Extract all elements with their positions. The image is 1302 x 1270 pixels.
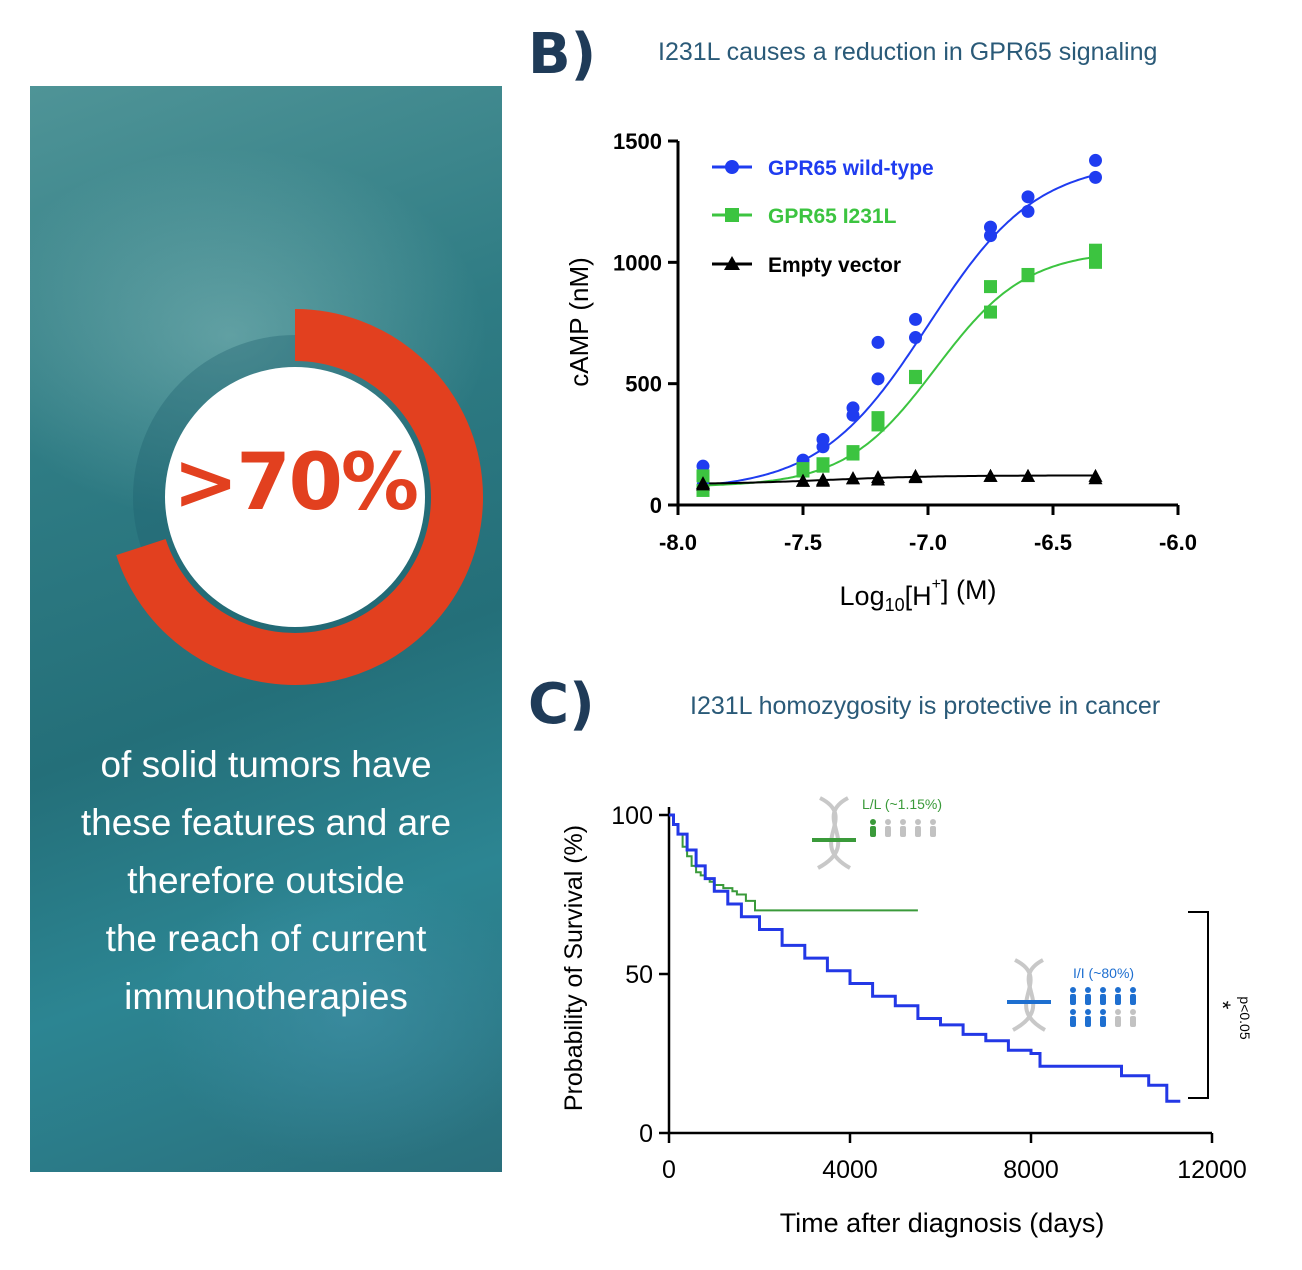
x-tick-label: -6.0 (1159, 530, 1197, 555)
x-tick-label: -7.0 (909, 530, 947, 555)
data-point (1089, 154, 1102, 167)
x-label-part: + (932, 576, 941, 593)
y-tick-label: 0 (650, 493, 662, 518)
data-point (1089, 171, 1102, 184)
chart-b-x-axis-label: Log10[H+] (M) (840, 575, 997, 615)
data-point (872, 372, 885, 385)
x-label-part: 10 (885, 595, 905, 615)
data-point (909, 331, 922, 344)
data-point (1089, 256, 1102, 269)
x-label-part: [H (905, 581, 932, 611)
legend-marker (725, 208, 739, 222)
legend-label: Empty vector (768, 254, 901, 277)
chart-b-legend: GPR65 wild-type GPR65 I231L Empty vector (712, 157, 934, 277)
x-tick-label: -6.5 (1034, 530, 1072, 555)
data-point (909, 313, 922, 326)
data-point (1022, 269, 1035, 282)
data-point (847, 409, 860, 422)
x-tick-label: -7.5 (784, 530, 822, 555)
chart-b-curves (703, 176, 1093, 486)
y-tick-label: 500 (625, 372, 662, 397)
data-point (984, 306, 997, 319)
x-label-part: Log (840, 581, 885, 611)
data-point (847, 448, 860, 461)
x-tick-label: -8.0 (659, 530, 697, 555)
data-point (909, 371, 922, 384)
data-point (817, 440, 830, 453)
chart-b-y-axis-label: cAMP (nM) (564, 257, 594, 387)
y-tick-label: 1500 (613, 129, 662, 154)
chart-b-points (696, 154, 1103, 497)
data-point (872, 418, 885, 431)
data-point (1022, 205, 1035, 218)
x-label-part: ] (M) (941, 575, 996, 605)
dose-response-chart: -8.0 -7.5 -7.0 -6.5 -6.0 0 500 1000 1500 GPR65 w… (0, 0, 1302, 1270)
data-point (984, 280, 997, 293)
data-point (1089, 244, 1102, 257)
data-point (1022, 190, 1035, 203)
legend-label: GPR65 I231L (768, 205, 897, 228)
data-point (872, 336, 885, 349)
legend-label: GPR65 wild-type (768, 157, 934, 180)
data-point (984, 229, 997, 242)
fit-curve (703, 176, 1093, 486)
data-point (817, 460, 830, 473)
legend-marker (725, 160, 739, 174)
data-point (1089, 471, 1103, 484)
y-tick-label: 1000 (613, 250, 662, 275)
